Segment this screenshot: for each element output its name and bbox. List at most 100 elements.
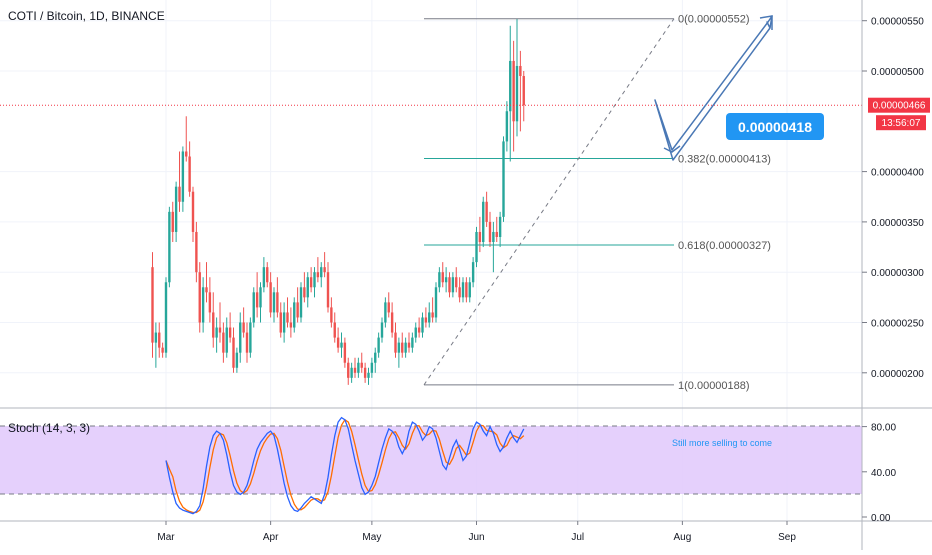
candle-body [515, 65, 519, 122]
price-callout[interactable]: 0.00000418 [726, 113, 824, 140]
candle-body [316, 272, 320, 278]
last-price-label: 0.00000466 [868, 97, 930, 113]
time-axis-label: Mar [157, 532, 175, 543]
candle-body [330, 307, 333, 323]
fib-level-label: 1(0.00000188) [678, 380, 750, 392]
candles-group [151, 18, 525, 385]
candle-body [154, 332, 158, 343]
candle-body [495, 231, 498, 237]
oscillator-axis-label: 0.00 [871, 513, 891, 524]
projection-arrow-head-top [759, 15, 773, 30]
candle-body [323, 267, 326, 273]
candle-body [336, 337, 340, 348]
candle-body [363, 367, 367, 378]
candle-body [313, 272, 316, 288]
candle-body [289, 322, 293, 328]
candle-body [434, 287, 438, 318]
candle-body [212, 312, 215, 338]
candle-body [438, 272, 441, 288]
candle-body [444, 277, 448, 283]
price-axis-label: 0.00000400 [871, 168, 924, 179]
candle-body [519, 65, 522, 77]
candle-body [191, 191, 195, 232]
candle-body [475, 231, 478, 263]
candle-body [441, 272, 444, 283]
candle-body [478, 231, 482, 243]
candle-body [232, 337, 235, 368]
candle-body [158, 332, 161, 348]
fib-level-label: 0.618(0.00000327) [678, 240, 771, 252]
candle-body [306, 277, 309, 298]
candle-body [428, 312, 431, 323]
time-axis-label: Aug [673, 532, 691, 543]
candle-body [235, 352, 239, 368]
price-axis-label: 0.00000300 [871, 268, 924, 279]
time-axis-label: May [362, 532, 381, 543]
projection-arrow-head-bottom [663, 145, 681, 153]
candle-body [164, 282, 168, 353]
candle-body [350, 367, 353, 378]
candle-body [269, 282, 272, 313]
last-price-value: 0.00000466 [873, 101, 926, 112]
chart-title: COTI / Bitcoin, 1D, BINANCE [8, 9, 165, 23]
fib-level-label: 0.382(0.00000413) [678, 154, 771, 166]
fib-retracement[interactable]: 0(0.00000552) 0.382(0.00000413) 0.618(0.00… [423, 14, 771, 392]
candle-body [181, 151, 185, 202]
candle-body [488, 221, 492, 243]
candle-body [239, 322, 242, 353]
stoch-k-line [165, 416, 525, 515]
candle-body [367, 372, 370, 378]
candle-body [151, 267, 154, 343]
candle-body [448, 277, 451, 293]
candle-body [225, 327, 228, 353]
candle-body [333, 322, 336, 338]
candle-body [262, 267, 266, 288]
candle-body [471, 262, 475, 283]
candle-body [296, 302, 299, 318]
time-axis-label: Jun [468, 532, 484, 543]
candle-body [522, 76, 525, 106]
candle-body [451, 277, 455, 293]
price-axis[interactable]: 0.00000550 0.00000500 0.00000400 0.00000350… [862, 17, 924, 380]
candle-body [424, 317, 428, 323]
candle-body [407, 342, 411, 348]
candle-body [188, 156, 191, 192]
candle-body [171, 211, 174, 232]
candle-body [455, 277, 458, 288]
candle-body [168, 211, 171, 283]
candle-body [174, 186, 178, 232]
candle-body [303, 287, 306, 298]
candle-body [465, 282, 468, 298]
candle-body [195, 231, 198, 273]
candle-body [252, 292, 255, 323]
price-axis-label: 0.00000250 [871, 319, 924, 330]
candle-body [468, 282, 471, 298]
candle-body [208, 292, 212, 313]
candle-body [461, 282, 465, 298]
projection-arrow[interactable] [654, 15, 773, 161]
candle-body [266, 267, 269, 283]
candle-body [482, 201, 485, 243]
candle-body [340, 342, 343, 348]
candle-body [370, 362, 374, 373]
candle-body [387, 302, 390, 313]
candle-body [374, 352, 377, 363]
candle-body [390, 312, 394, 333]
candle-body [299, 287, 303, 318]
candle-body [178, 186, 181, 202]
candle-body [394, 332, 397, 353]
candle-body [161, 347, 164, 353]
candle-body [249, 322, 252, 353]
candle-body [293, 302, 296, 328]
oscillator-axis[interactable]: 80.00 40.00 0.00 [862, 423, 896, 524]
candle-body [357, 362, 360, 373]
candle-body [509, 60, 512, 112]
time-axis[interactable]: Mar Apr May Jun Jul Aug Sep [157, 521, 796, 543]
candle-body [380, 322, 384, 338]
countdown-label: 13:56:07 [876, 115, 926, 131]
candle-body [242, 322, 245, 333]
candle-body [377, 337, 380, 353]
fib-level-label: 0(0.00000552) [678, 14, 750, 26]
candle-body [215, 327, 218, 338]
